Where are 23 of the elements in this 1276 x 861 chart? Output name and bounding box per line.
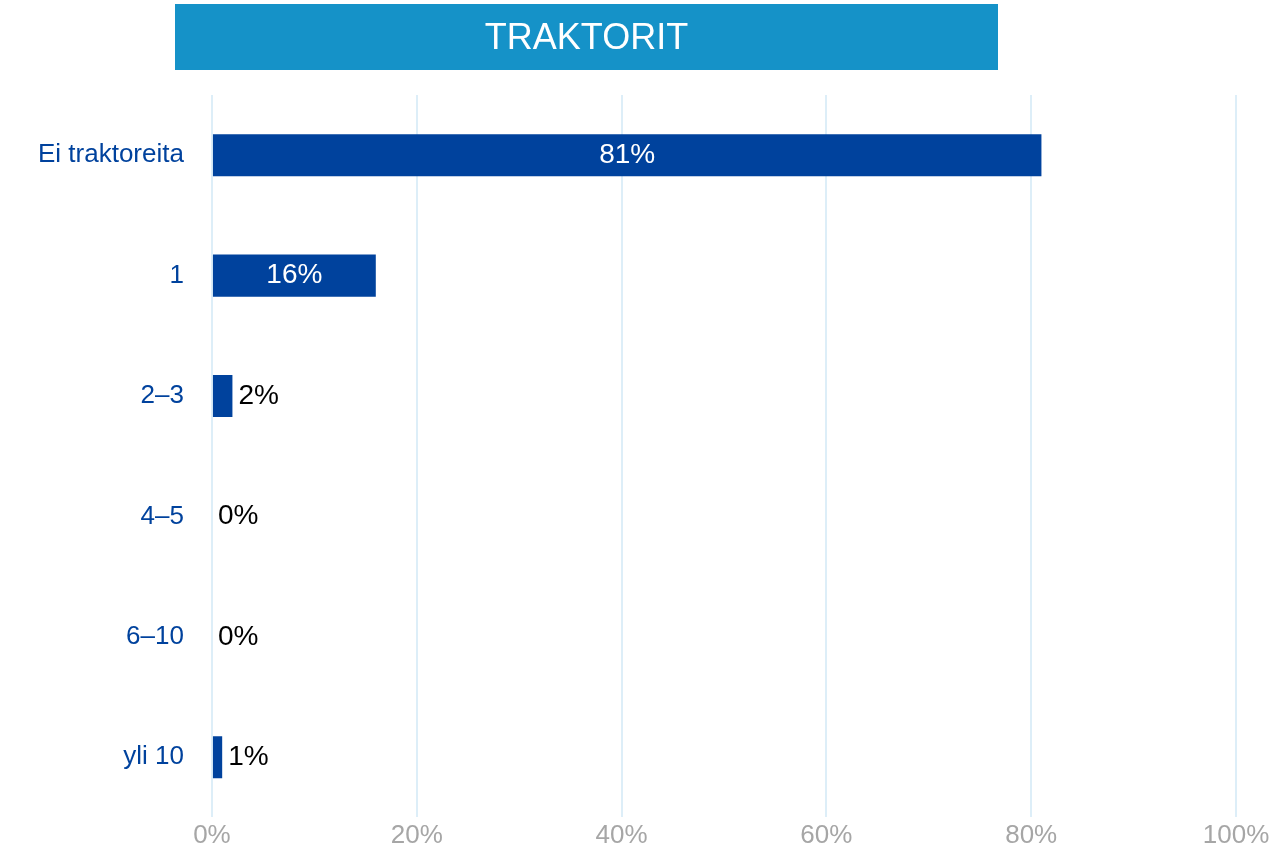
- data-label: 0%: [217, 499, 259, 531]
- bar: [212, 374, 233, 418]
- y-tick-label: 6–10: [126, 619, 184, 650]
- bar: [212, 254, 376, 297]
- data-label: 81%: [599, 137, 656, 169]
- x-tick-label: 80%: [1005, 819, 1058, 850]
- x-tick-label: 100%: [1202, 819, 1270, 850]
- data-label: 2%: [238, 378, 279, 410]
- data-label: 16%: [266, 258, 323, 290]
- x-tick-label: 40%: [595, 819, 648, 850]
- x-tick-label: 60%: [800, 819, 853, 850]
- data-label: 1%: [228, 739, 269, 771]
- y-tick-label: 2–3: [140, 379, 184, 410]
- chart-title: TRAKTORIT: [175, 4, 998, 70]
- y-tick-label: 1: [169, 258, 184, 289]
- data-label: 0%: [217, 619, 259, 651]
- bar: [212, 134, 1042, 177]
- x-tick-label: 20%: [390, 819, 443, 850]
- bar: [212, 736, 223, 779]
- y-tick-label: Ei traktoreita: [37, 138, 185, 169]
- x-tick-label: 0%: [193, 819, 231, 850]
- y-tick-label: 4–5: [140, 499, 184, 530]
- y-tick-label: yli 10: [123, 740, 184, 771]
